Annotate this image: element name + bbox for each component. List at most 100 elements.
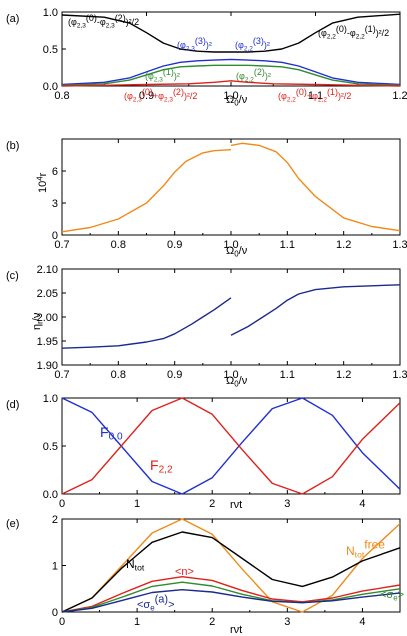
series-line-f2-2 bbox=[61, 397, 401, 495]
x-tick-label: 1.0 bbox=[223, 239, 238, 251]
y-tick-label: 2.10 bbox=[37, 264, 58, 276]
text-part: (2) bbox=[115, 13, 126, 23]
y-tick-label: 2.05 bbox=[37, 288, 58, 300]
label-sigma-e: <σe> bbox=[380, 589, 404, 603]
x-tick-label: 0.8 bbox=[111, 369, 126, 381]
text-part: 0 bbox=[234, 99, 239, 108]
x-tick-label: 1.2 bbox=[392, 90, 407, 102]
series-line-2 bbox=[61, 64, 401, 86]
text-part: <σ bbox=[137, 599, 150, 611]
series-line-3 bbox=[61, 80, 401, 87]
x-tick-label: 4 bbox=[359, 616, 365, 628]
annotation-blue-right: (φ2,2(3))² bbox=[235, 36, 270, 53]
annotation-green-left: (φ2,3(1))² bbox=[145, 67, 180, 84]
text-part: tot bbox=[355, 550, 365, 560]
text-part: )²/2 bbox=[376, 28, 390, 38]
text-part: (0) bbox=[336, 24, 347, 34]
x-tick-label: 1.2 bbox=[336, 239, 351, 251]
y-tick-label: 6 bbox=[52, 166, 58, 178]
annotation-red-left: (φ2,3(0)+φ2,3(2))²/2 bbox=[124, 87, 197, 104]
x-tick-label: 4 bbox=[359, 498, 365, 510]
series-line--e- bbox=[61, 581, 401, 613]
text-part: )² bbox=[264, 40, 270, 50]
x-axis-title: Ω0/ν bbox=[226, 245, 248, 259]
x-tick-label: 0.8 bbox=[111, 239, 126, 251]
x-tick-label: 2 bbox=[209, 616, 215, 628]
text-part: /ν bbox=[239, 375, 248, 387]
text-part: Ω bbox=[226, 94, 234, 106]
y-tick-label: 0.5 bbox=[43, 441, 58, 453]
text-part: )² bbox=[174, 71, 180, 81]
x-tick-label: 0 bbox=[59, 498, 65, 510]
series-line-0 bbox=[61, 13, 401, 53]
text-part: e bbox=[393, 594, 398, 603]
x-tick-label: 0.9 bbox=[139, 90, 154, 102]
x-tick-label: 1.0 bbox=[223, 90, 238, 102]
y-axis-title: 104r bbox=[36, 172, 50, 193]
y-axis-title: ηr/ν bbox=[31, 312, 45, 330]
text-part: +φ bbox=[153, 91, 164, 101]
label-ntot: Ntot bbox=[126, 557, 145, 573]
text-part: (φ bbox=[236, 71, 245, 81]
x-tick-label: 1.3 bbox=[392, 239, 407, 251]
panel-label: (e) bbox=[6, 518, 19, 530]
plot-frame bbox=[61, 397, 401, 495]
text-part: +φ bbox=[307, 91, 318, 101]
text-part: (1) bbox=[327, 87, 338, 97]
y-tick-label: 0.0 bbox=[43, 81, 58, 93]
text-part: 2,3 bbox=[106, 23, 115, 30]
y-tick-label: 1.0 bbox=[43, 7, 58, 19]
x-axis-title: Ω0/ν bbox=[226, 375, 248, 389]
x-tick-label: 0.9 bbox=[167, 239, 182, 251]
text-part: /ν bbox=[239, 94, 248, 106]
text-part: -φ bbox=[347, 28, 356, 38]
text-part: -φ bbox=[97, 17, 106, 27]
label-f00: F0,0 bbox=[100, 424, 123, 443]
text-part: 2,2 bbox=[159, 465, 173, 476]
text-part: (φ bbox=[318, 28, 327, 38]
x-tick-label: 1 bbox=[134, 616, 140, 628]
text-part: 2,2 bbox=[318, 97, 327, 104]
y-tick-label: 1.90 bbox=[37, 360, 58, 372]
text-part: r bbox=[36, 321, 45, 324]
text-part: > bbox=[168, 599, 174, 611]
label-sigma-a: <σe(a)> bbox=[137, 594, 175, 613]
label-ntot-free: Ntotfree bbox=[346, 538, 385, 560]
text-part: /ν bbox=[31, 312, 43, 321]
text-part: (2) bbox=[173, 87, 184, 97]
text-part: F bbox=[150, 457, 159, 473]
x-tick-label: 1.1 bbox=[280, 239, 295, 251]
text-part: r bbox=[37, 172, 49, 176]
text-part: (φ bbox=[145, 71, 154, 81]
text-part: 0 bbox=[234, 250, 239, 259]
text-part: <σ bbox=[380, 589, 393, 601]
y-tick-label: 3 bbox=[52, 198, 58, 210]
panel-label: (a) bbox=[6, 13, 19, 25]
text-part: 2,3 bbox=[154, 77, 163, 84]
series-line-1 bbox=[230, 142, 401, 232]
y-tick-label: 0 bbox=[52, 607, 58, 619]
annotation-red-right: (φ2,2(0)+φ2,2(1))²/2 bbox=[278, 87, 351, 104]
x-tick-label: 1.1 bbox=[308, 90, 323, 102]
text-part: (a) bbox=[155, 594, 168, 606]
text-part: e bbox=[150, 604, 155, 613]
y-tick-label: 0 bbox=[52, 230, 58, 242]
panel-label: (c) bbox=[6, 270, 19, 282]
y-tick-label: 1 bbox=[52, 561, 58, 573]
text-part: (1) bbox=[163, 67, 174, 77]
x-tick-label: 2 bbox=[209, 498, 215, 510]
x-tick-label: 1.0 bbox=[223, 369, 238, 381]
y-tick-label: 0.5 bbox=[43, 44, 58, 56]
text-part: /ν bbox=[239, 245, 248, 257]
text-part: 0 bbox=[234, 380, 239, 389]
x-tick-label: 0.7 bbox=[54, 369, 69, 381]
annotation-black-right: (φ2,2(0)-φ2,2(1))²/2 bbox=[318, 24, 389, 41]
panel-label: (b) bbox=[6, 140, 19, 152]
x-tick-label: 3 bbox=[284, 616, 290, 628]
text-part: N bbox=[126, 557, 135, 571]
text-part: 2,2 bbox=[245, 77, 254, 84]
text-part: (2) bbox=[254, 67, 265, 77]
text-part: (3) bbox=[253, 36, 264, 46]
x-tick-label: 0.7 bbox=[54, 239, 69, 251]
